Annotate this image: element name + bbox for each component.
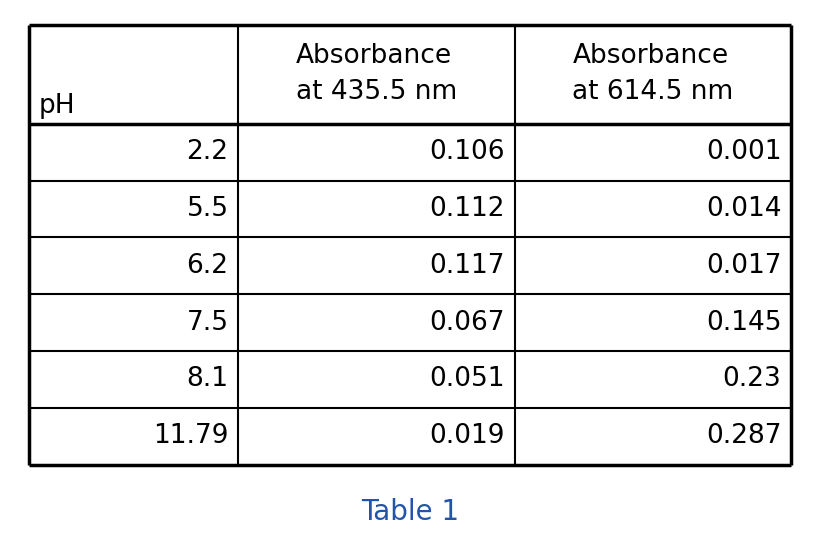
Text: 11.79: 11.79 <box>153 424 229 449</box>
Text: 0.145: 0.145 <box>705 310 781 336</box>
Text: 0.117: 0.117 <box>429 253 505 279</box>
Text: 0.019: 0.019 <box>429 424 505 449</box>
Text: 0.051: 0.051 <box>429 366 505 393</box>
Text: 0.23: 0.23 <box>722 366 781 393</box>
Text: 0.067: 0.067 <box>429 310 505 336</box>
Text: 0.106: 0.106 <box>429 139 505 165</box>
Text: 5.5: 5.5 <box>187 196 229 222</box>
Text: Table 1: Table 1 <box>360 498 459 525</box>
Text: 0.017: 0.017 <box>705 253 781 279</box>
Text: 2.2: 2.2 <box>187 139 229 165</box>
Text: 8.1: 8.1 <box>187 366 229 393</box>
Text: Absorbance
at 614.5 nm: Absorbance at 614.5 nm <box>572 43 733 105</box>
Text: 0.112: 0.112 <box>429 196 505 222</box>
Text: 0.014: 0.014 <box>705 196 781 222</box>
Text: 6.2: 6.2 <box>187 253 229 279</box>
Text: Absorbance
at 435.5 nm: Absorbance at 435.5 nm <box>296 43 457 105</box>
Text: 7.5: 7.5 <box>187 310 229 336</box>
Text: 0.001: 0.001 <box>705 139 781 165</box>
Text: pH: pH <box>38 94 75 119</box>
Text: 0.287: 0.287 <box>705 424 781 449</box>
